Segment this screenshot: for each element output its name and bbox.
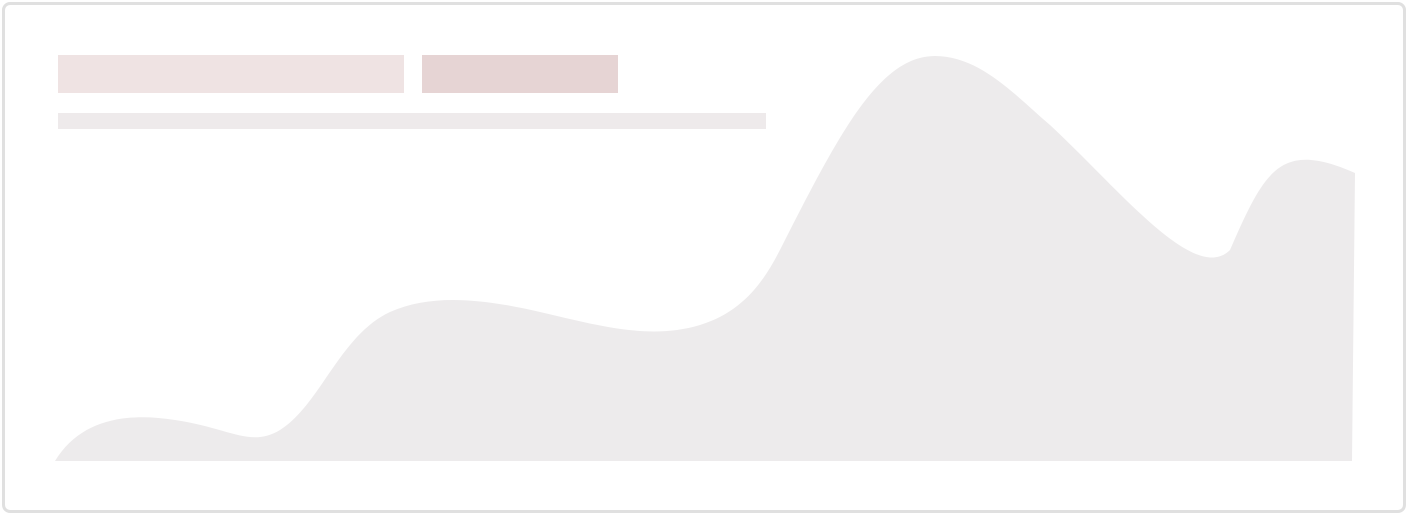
badge-placeholder: [422, 55, 618, 93]
area-shape-placeholder: [55, 56, 1355, 461]
subtitle-placeholder: [58, 113, 766, 129]
title-placeholder: [58, 55, 404, 93]
